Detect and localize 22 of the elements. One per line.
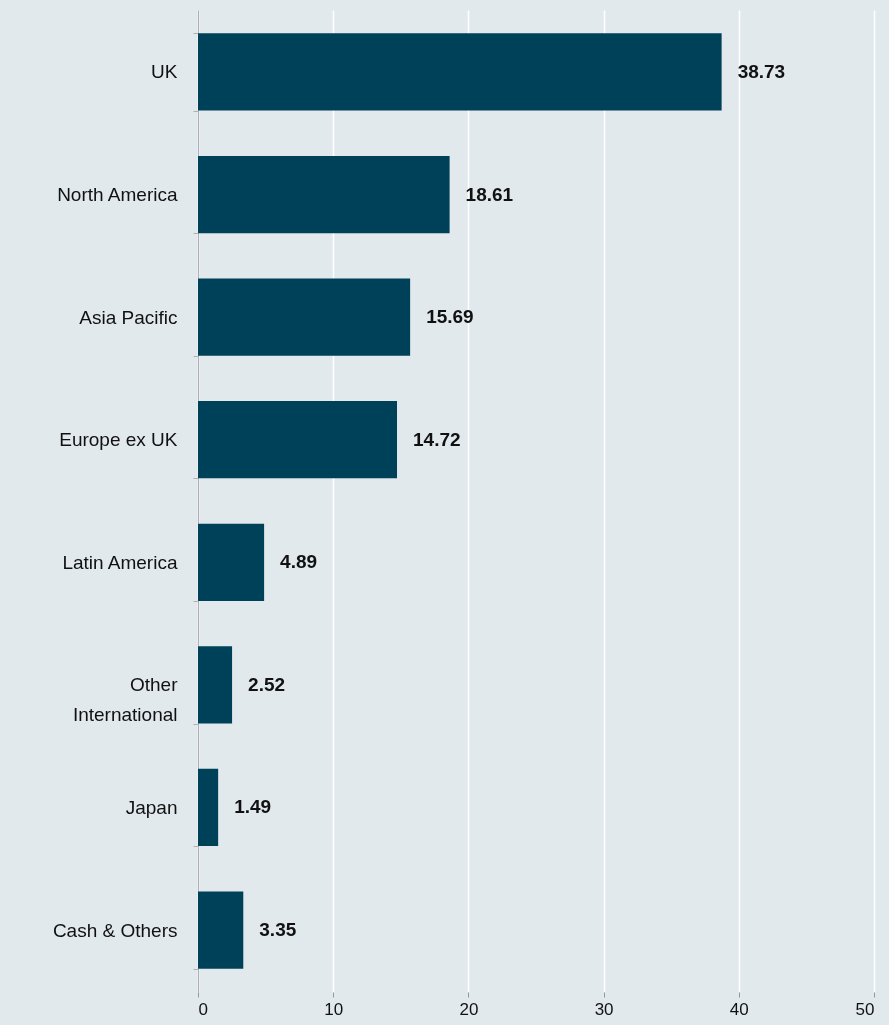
data-label: 1.49	[234, 796, 272, 818]
data-label: 3.35	[259, 919, 297, 941]
y-tick-label: Europe ex UK	[59, 429, 178, 451]
y-tick-label: Other International	[72, 674, 179, 726]
y-tick-label: UK	[151, 61, 178, 83]
y-tick-label: Japan	[125, 796, 178, 818]
y-tick-label: Latin America	[62, 551, 178, 573]
data-label: 38.73	[737, 60, 786, 82]
y-tick-label: Cash & Others	[52, 919, 178, 941]
x-tick-label: 20	[459, 999, 479, 1019]
data-label: 14.72	[413, 428, 461, 450]
data-label: 4.89	[280, 551, 318, 573]
data-label: 18.61	[465, 183, 514, 205]
x-tick-label: 10	[324, 999, 344, 1019]
data-label: 15.69	[426, 306, 474, 328]
data-label: 2.52	[248, 673, 286, 695]
x-tick-label: 50	[855, 999, 875, 1019]
y-tick-label: Asia Pacific	[79, 306, 178, 328]
y-tick-label: North America	[57, 184, 178, 206]
x-tick-label: 30	[594, 999, 614, 1019]
x-tick-label: 40	[729, 999, 749, 1019]
x-tick-label: 0	[198, 999, 208, 1019]
